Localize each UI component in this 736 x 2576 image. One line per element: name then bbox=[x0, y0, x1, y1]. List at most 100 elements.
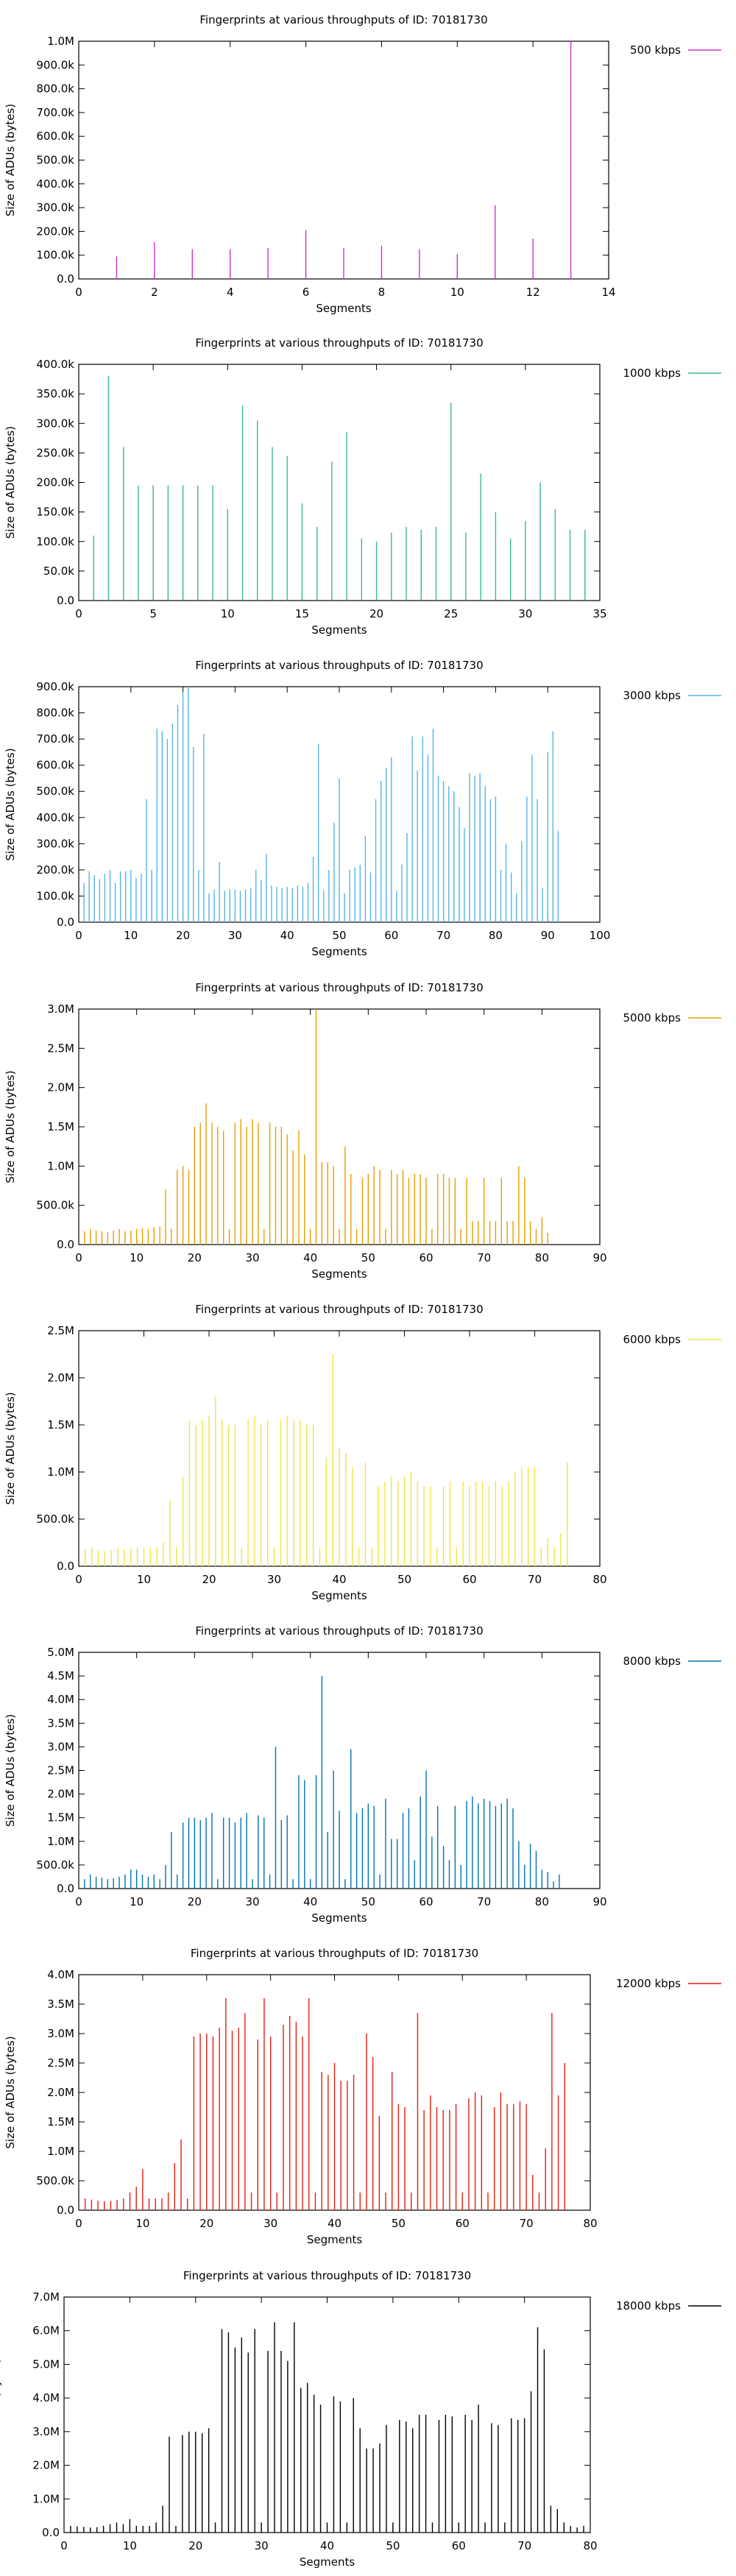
y-tick-label: 3.0M bbox=[32, 2425, 60, 2438]
x-tick-label: 40 bbox=[303, 1251, 317, 1264]
y-tick-label: 1.0M bbox=[47, 1835, 74, 1848]
x-axis-label: Segments bbox=[311, 945, 367, 958]
x-axis-label: Segments bbox=[311, 1589, 367, 1602]
y-tick-label: 100.0k bbox=[36, 889, 74, 902]
y-tick-label: 2.0M bbox=[47, 1371, 74, 1384]
y-axis-label: Size of ADUs (bytes) bbox=[4, 1392, 17, 1504]
x-tick-label: 70 bbox=[520, 2217, 534, 2230]
y-tick-label: 1.0M bbox=[47, 1465, 74, 1479]
x-tick-label: 0 bbox=[75, 929, 82, 942]
chart-panel: Fingerprints at various throughputs of I… bbox=[4, 1624, 721, 1925]
y-tick-label: 2.0M bbox=[47, 2086, 74, 2099]
chart-title: Fingerprints at various throughputs of I… bbox=[199, 13, 487, 26]
y-tick-label: 1.5M bbox=[47, 2115, 74, 2129]
y-tick-label: 100.0k bbox=[36, 535, 74, 548]
y-tick-label: 4.0M bbox=[47, 1968, 74, 1981]
y-tick-label: 600.0k bbox=[36, 130, 74, 143]
x-tick-label: 0 bbox=[75, 1895, 82, 1908]
y-tick-label: 300.0k bbox=[36, 417, 74, 430]
y-tick-label: 400.0k bbox=[36, 177, 74, 191]
y-tick-label: 0.0 bbox=[57, 1560, 74, 1573]
x-tick-label: 50 bbox=[332, 929, 346, 942]
x-tick-label: 10 bbox=[135, 2217, 149, 2230]
x-tick-label: 15 bbox=[295, 607, 309, 620]
x-tick-label: 20 bbox=[188, 1251, 202, 1264]
x-tick-label: 0 bbox=[75, 286, 82, 299]
x-axis-label: Segments bbox=[307, 2233, 363, 2246]
y-tick-label: 1.5M bbox=[47, 1418, 74, 1432]
x-tick-label: 80 bbox=[583, 2539, 597, 2552]
x-axis-label: Segments bbox=[311, 1911, 367, 1925]
y-axis-label: Size of ADUs (bytes) bbox=[4, 1714, 17, 1827]
x-tick-label: 30 bbox=[263, 2217, 277, 2230]
y-axis-label: Size of ADUs (bytes) bbox=[4, 426, 17, 539]
x-tick-label: 80 bbox=[592, 1573, 606, 1586]
x-tick-label: 25 bbox=[444, 607, 458, 620]
y-tick-label: 200.0k bbox=[36, 863, 74, 877]
x-tick-label: 35 bbox=[592, 607, 606, 620]
y-tick-label: 1.0M bbox=[47, 2145, 74, 2158]
x-tick-label: 20 bbox=[199, 2217, 213, 2230]
x-tick-label: 2 bbox=[151, 286, 158, 299]
plot-frame bbox=[78, 364, 601, 601]
x-tick-label: 60 bbox=[419, 1251, 433, 1264]
y-tick-label: 2.5M bbox=[47, 2056, 74, 2070]
legend-label: 5000 kbps bbox=[623, 1011, 682, 1025]
x-tick-label: 10 bbox=[221, 607, 235, 620]
y-tick-label: 600.0k bbox=[36, 759, 74, 772]
y-tick-label: 0.0 bbox=[57, 272, 74, 286]
y-tick-label: 0.0 bbox=[42, 2526, 60, 2539]
x-tick-label: 0 bbox=[75, 607, 82, 620]
x-tick-label: 80 bbox=[583, 2217, 597, 2230]
y-tick-label: 800.0k bbox=[36, 707, 74, 720]
x-tick-label: 8 bbox=[378, 286, 386, 299]
y-tick-label: 3.0M bbox=[47, 2027, 74, 2040]
y-tick-label: 0.0 bbox=[57, 2204, 74, 2217]
x-axis-label: Segments bbox=[316, 302, 372, 315]
y-tick-label: 0.0 bbox=[57, 1882, 74, 1895]
y-tick-label: 1.0M bbox=[47, 35, 74, 48]
x-tick-label: 50 bbox=[361, 1251, 375, 1264]
x-tick-label: 14 bbox=[601, 286, 615, 299]
x-tick-label: 90 bbox=[541, 929, 555, 942]
y-tick-label: 7.0M bbox=[32, 2290, 60, 2304]
x-tick-label: 20 bbox=[176, 929, 190, 942]
chart-panel: Fingerprints at various throughputs of I… bbox=[4, 981, 721, 1281]
x-tick-label: 30 bbox=[245, 1251, 259, 1264]
x-tick-label: 60 bbox=[462, 1573, 476, 1586]
y-tick-label: 300.0k bbox=[36, 201, 74, 214]
x-tick-label: 100 bbox=[590, 929, 611, 942]
y-tick-label: 1.0M bbox=[47, 1159, 74, 1172]
y-tick-label: 0.0 bbox=[57, 916, 74, 929]
x-tick-label: 70 bbox=[477, 1251, 491, 1264]
legend-label: 3000 kbps bbox=[623, 689, 682, 702]
y-tick-label: 0.0 bbox=[57, 1238, 74, 1251]
x-tick-label: 6 bbox=[302, 286, 310, 299]
y-tick-label: 0.0 bbox=[57, 594, 74, 607]
y-tick-label: 250.0k bbox=[36, 446, 74, 459]
chart-panel: Fingerprints at various throughputs of I… bbox=[4, 13, 721, 315]
x-tick-label: 40 bbox=[280, 929, 294, 942]
y-tick-label: 900.0k bbox=[36, 58, 74, 71]
x-axis-label: Segments bbox=[311, 623, 367, 637]
x-tick-label: 60 bbox=[456, 2217, 470, 2230]
legend-label: 18000 kbps bbox=[616, 2299, 681, 2313]
y-tick-label: 3.0M bbox=[47, 1002, 74, 1016]
y-tick-label: 900.0k bbox=[36, 680, 74, 693]
y-tick-label: 2.0M bbox=[47, 1788, 74, 1801]
y-tick-label: 350.0k bbox=[36, 387, 74, 400]
y-tick-label: 3.5M bbox=[47, 1716, 74, 1730]
y-tick-label: 100.0k bbox=[36, 249, 74, 262]
plot-frame bbox=[78, 40, 609, 280]
legend-label: 500 kbps bbox=[630, 43, 681, 57]
y-tick-label: 2.5M bbox=[47, 1041, 74, 1055]
y-axis-label: Size of ADUs (bytes) bbox=[4, 748, 17, 860]
chart-panel: Fingerprints at various throughputs of I… bbox=[4, 659, 721, 958]
plot-frame bbox=[78, 1008, 601, 1245]
y-tick-label: 3.5M bbox=[47, 1998, 74, 2011]
y-tick-label: 2.0M bbox=[47, 1081, 74, 1094]
x-axis-label: Segments bbox=[300, 2555, 355, 2569]
x-tick-label: 0 bbox=[75, 2217, 82, 2230]
y-tick-label: 1.5M bbox=[47, 1811, 74, 1825]
